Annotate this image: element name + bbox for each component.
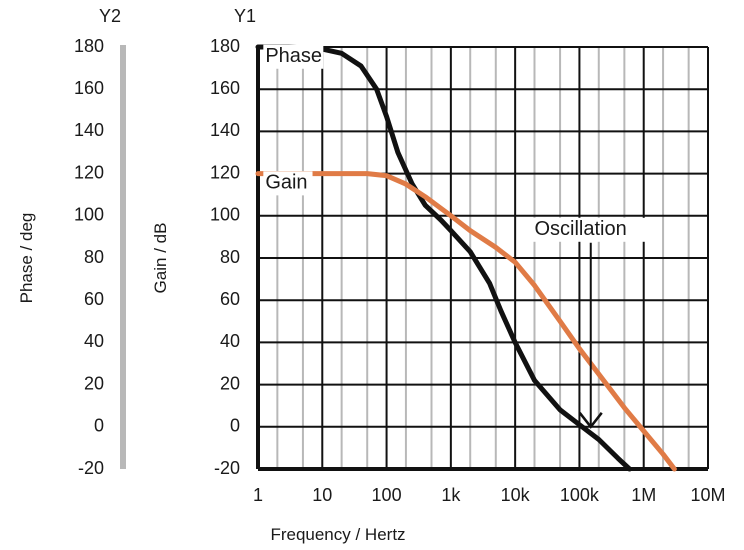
y2-tick-label: 40 (84, 331, 104, 351)
y1-tick-label: -20 (214, 458, 240, 478)
y2-tick-label: 60 (84, 289, 104, 309)
grid-layer (120, 45, 709, 471)
annotation-oscillation-label: Oscillation (534, 218, 626, 240)
series-phase-line (255, 44, 632, 472)
y2-tick-label: 20 (84, 373, 104, 393)
x-axis-title: Frequency / Hertz (270, 525, 405, 544)
y2-tick-label: 80 (84, 247, 104, 267)
y1-tick-label: 100 (210, 205, 240, 225)
y2-tick-label: 100 (74, 205, 104, 225)
x-tick-label: 1k (441, 485, 461, 505)
y2-tick-label: 120 (74, 162, 104, 182)
x-tick-label: 10k (501, 485, 531, 505)
y2-tick-label: 180 (74, 36, 104, 56)
y1-axis-title: Gain / dB (151, 223, 170, 294)
y1-tick-label: 40 (220, 331, 240, 351)
annotation-backdrop (532, 217, 658, 242)
x-tick-label: 1 (253, 485, 263, 505)
x-tick-label: 100k (560, 485, 600, 505)
x-tick-label: 100 (372, 485, 402, 505)
y2-tick-label: -20 (78, 458, 104, 478)
y2-tick-label: 0 (94, 416, 104, 436)
y1-tick-label: 160 (210, 78, 240, 98)
x-tick-label: 10M (690, 485, 725, 505)
annotation-backdrop (263, 44, 324, 69)
y1-tick-label: 0 (230, 416, 240, 436)
annotation-layer: Phase Gain Oscillation (263, 44, 658, 429)
annotation-phase-label: Phase (265, 45, 322, 67)
y1-tick-label: 60 (220, 289, 240, 309)
y2-tick-label: 140 (74, 120, 104, 140)
y1-axis-header: Y1 (234, 6, 256, 26)
y2-axis-title: Phase / deg (17, 213, 36, 304)
y2-tick-label: 160 (74, 78, 104, 98)
tick-labels-layer: 180160140120100806040200-201801601401201… (74, 36, 726, 505)
y1-tick-label: 80 (220, 247, 240, 267)
annotation-backdrop (263, 171, 313, 196)
y1-tick-label: 140 (210, 120, 240, 140)
annotation-gain-label: Gain (265, 171, 307, 193)
y2-axis-header: Y2 (99, 6, 121, 26)
series-gain-line (255, 171, 677, 472)
x-tick-label: 1M (631, 485, 656, 505)
y1-tick-label: 20 (220, 373, 240, 393)
y1-tick-label: 180 (210, 36, 240, 56)
oscillation-arrow-head (578, 412, 603, 429)
x-tick-label: 10 (312, 485, 332, 505)
series-layer (255, 44, 677, 472)
y1-tick-label: 120 (210, 162, 240, 182)
